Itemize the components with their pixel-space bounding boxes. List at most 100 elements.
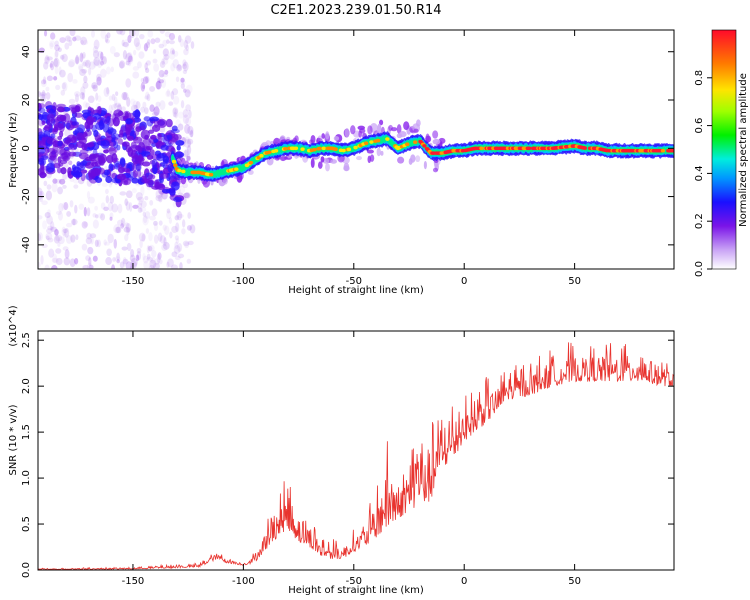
- spectrogram-noise-blob: [78, 63, 84, 71]
- spectrogram-noise-blob: [38, 91, 42, 97]
- spectrogram-noise-blob: [136, 247, 142, 254]
- spectrogram-noise-blob: [80, 86, 86, 96]
- spectrogram-noise-blob: [67, 72, 74, 83]
- spectrogram-noise-blob: [64, 42, 70, 50]
- spectrogram-noise-blob: [68, 59, 76, 68]
- spectrogram-noise-blob: [167, 258, 174, 268]
- spectrogram-peak-cell: [375, 138, 381, 143]
- spectrogram-noise-blob: [53, 58, 59, 67]
- spectrogram-noise-blob: [70, 234, 76, 243]
- spectrogram-xlabel: Height of straight line (km): [288, 285, 424, 296]
- spectrogram-peak-cell: [346, 147, 352, 152]
- spectrogram-noise-blob: [47, 209, 51, 215]
- spectrogram-noise-blob: [47, 225, 53, 231]
- spectrogram-noise-blob: [126, 227, 130, 236]
- spectrogram-cloud-blob: [67, 144, 77, 151]
- spectrogram-noise-blob: [65, 235, 73, 244]
- spectrogram-cloud-blob: [72, 171, 83, 178]
- spectrogram-noise-blob: [44, 264, 50, 269]
- spectrogram-peak-cell: [177, 168, 182, 173]
- spectrogram-noise-blob: [154, 258, 160, 266]
- spectrogram-noise-blob: [149, 215, 156, 221]
- spectrogram-cloud-blob: [63, 149, 71, 158]
- spectrogram-noise-blob: [68, 98, 76, 104]
- snr-ylabel: SNR (10 * v/v): [8, 404, 19, 475]
- spectrogram-noise-blob: [132, 66, 139, 71]
- spectrogram-noise-blob: [147, 245, 153, 252]
- spectrogram-peak-cell: [660, 148, 666, 153]
- spectrogram-cloud-blob: [84, 129, 92, 137]
- spectrogram-noise-blob: [41, 200, 48, 206]
- spectrogram-noise-blob: [172, 107, 179, 115]
- spectrogram-noise-blob: [145, 228, 150, 234]
- spectrogram-cloud-blob: [149, 149, 155, 156]
- spectrogram-noise-blob: [145, 67, 150, 74]
- spectrogram-cloud-blob: [156, 153, 165, 162]
- spectrogram-noise-blob: [55, 84, 61, 90]
- snr-ytick-label: 2.5: [21, 332, 32, 348]
- spectrogram-cloud-blob: [97, 167, 105, 175]
- spectrogram-cloud-blob: [69, 106, 80, 112]
- spectrogram-noise-blob: [181, 228, 186, 235]
- spectrogram-noise-blob: [187, 138, 192, 148]
- spectrogram-spread-blob: [379, 119, 384, 126]
- spectrogram-noise-blob: [57, 47, 62, 52]
- snr-panel: -150 -100 -50 0 50 0.0 0.5 1.0 1.5 2.0 2.5 Height …: [8, 305, 675, 596]
- spectrogram-noise-blob: [105, 66, 111, 75]
- spectrogram-spread-blob: [377, 123, 382, 134]
- spectrogram-noise-blob: [161, 78, 167, 89]
- snr-ytick-label: 1.0: [21, 470, 32, 486]
- spectrogram-noise-blob: [154, 37, 161, 43]
- spectrogram-noise-blob: [121, 91, 128, 101]
- spectrogram-noise-blob: [125, 52, 133, 63]
- spectrogram-noise-blob: [177, 243, 183, 252]
- spectrogram-noise-blob: [100, 68, 107, 78]
- spectrogram-noise-blob: [54, 50, 59, 58]
- spectrogram-noise-blob: [82, 264, 90, 269]
- spectrogram-noise-blob: [109, 195, 115, 204]
- spectrogram-noise-blob: [61, 226, 66, 237]
- spectrogram-noise-blob: [105, 257, 112, 266]
- spectrogram-peak-cell: [582, 146, 587, 150]
- spectrogram-noise-blob: [61, 202, 68, 211]
- spectrogram-peak-cell: [341, 148, 346, 153]
- spectrogram-noise-blob: [60, 89, 66, 96]
- spectrogram-cloud-blob: [171, 181, 180, 191]
- spectrogram-noise-blob: [183, 192, 190, 199]
- spectrogram-noise-blob: [48, 248, 55, 258]
- spectrogram-cloud-blob: [131, 154, 141, 165]
- spectrogram-noise-blob: [85, 237, 93, 245]
- spectrogram-noise-blob: [181, 63, 187, 70]
- spectrogram-cloud-blob: [94, 134, 101, 142]
- spectrogram-noise-blob: [187, 125, 194, 135]
- spectrogram-noise-blob: [101, 56, 107, 65]
- spectrogram-spread-blob: [279, 156, 287, 162]
- spectrogram-ytick-label: -20: [21, 188, 32, 204]
- spectrogram-noise-blob: [179, 79, 186, 85]
- spectrogram-noise-blob: [81, 69, 88, 74]
- spectrogram-noise-blob: [144, 195, 149, 201]
- spectrogram-noise-blob: [145, 41, 150, 49]
- spectrogram-spread-blob: [396, 133, 403, 139]
- spectrogram-noise-blob: [113, 52, 120, 58]
- spectrogram-noise-blob: [180, 100, 185, 109]
- spectrogram-noise-blob: [183, 149, 189, 158]
- spectrogram-noise-blob: [145, 91, 150, 100]
- spectrogram-noise-blob: [182, 240, 190, 247]
- spectrogram-noise-blob: [121, 39, 125, 47]
- spectrogram-cloud-blob: [47, 148, 56, 153]
- spectrogram-cloud-blob: [147, 129, 155, 134]
- spectrogram-cloud-blob: [132, 170, 138, 179]
- spectrogram-noise-blob: [40, 79, 47, 88]
- spectrogram-noise-blob: [50, 226, 58, 232]
- spectrogram-noise-blob: [153, 234, 159, 244]
- spectrogram-peak-cell: [333, 147, 338, 151]
- spectrogram-noise-blob: [158, 220, 163, 226]
- spectrogram-noise-blob: [54, 178, 62, 184]
- spectrogram-noise-blob: [168, 101, 174, 106]
- spectrogram-noise-blob: [128, 55, 133, 63]
- spectrogram-noise-blob: [103, 87, 110, 97]
- spectrogram-noise-blob: [122, 256, 127, 267]
- spectrogram-noise-blob: [135, 101, 141, 110]
- spectrogram-noise-blob: [166, 39, 170, 44]
